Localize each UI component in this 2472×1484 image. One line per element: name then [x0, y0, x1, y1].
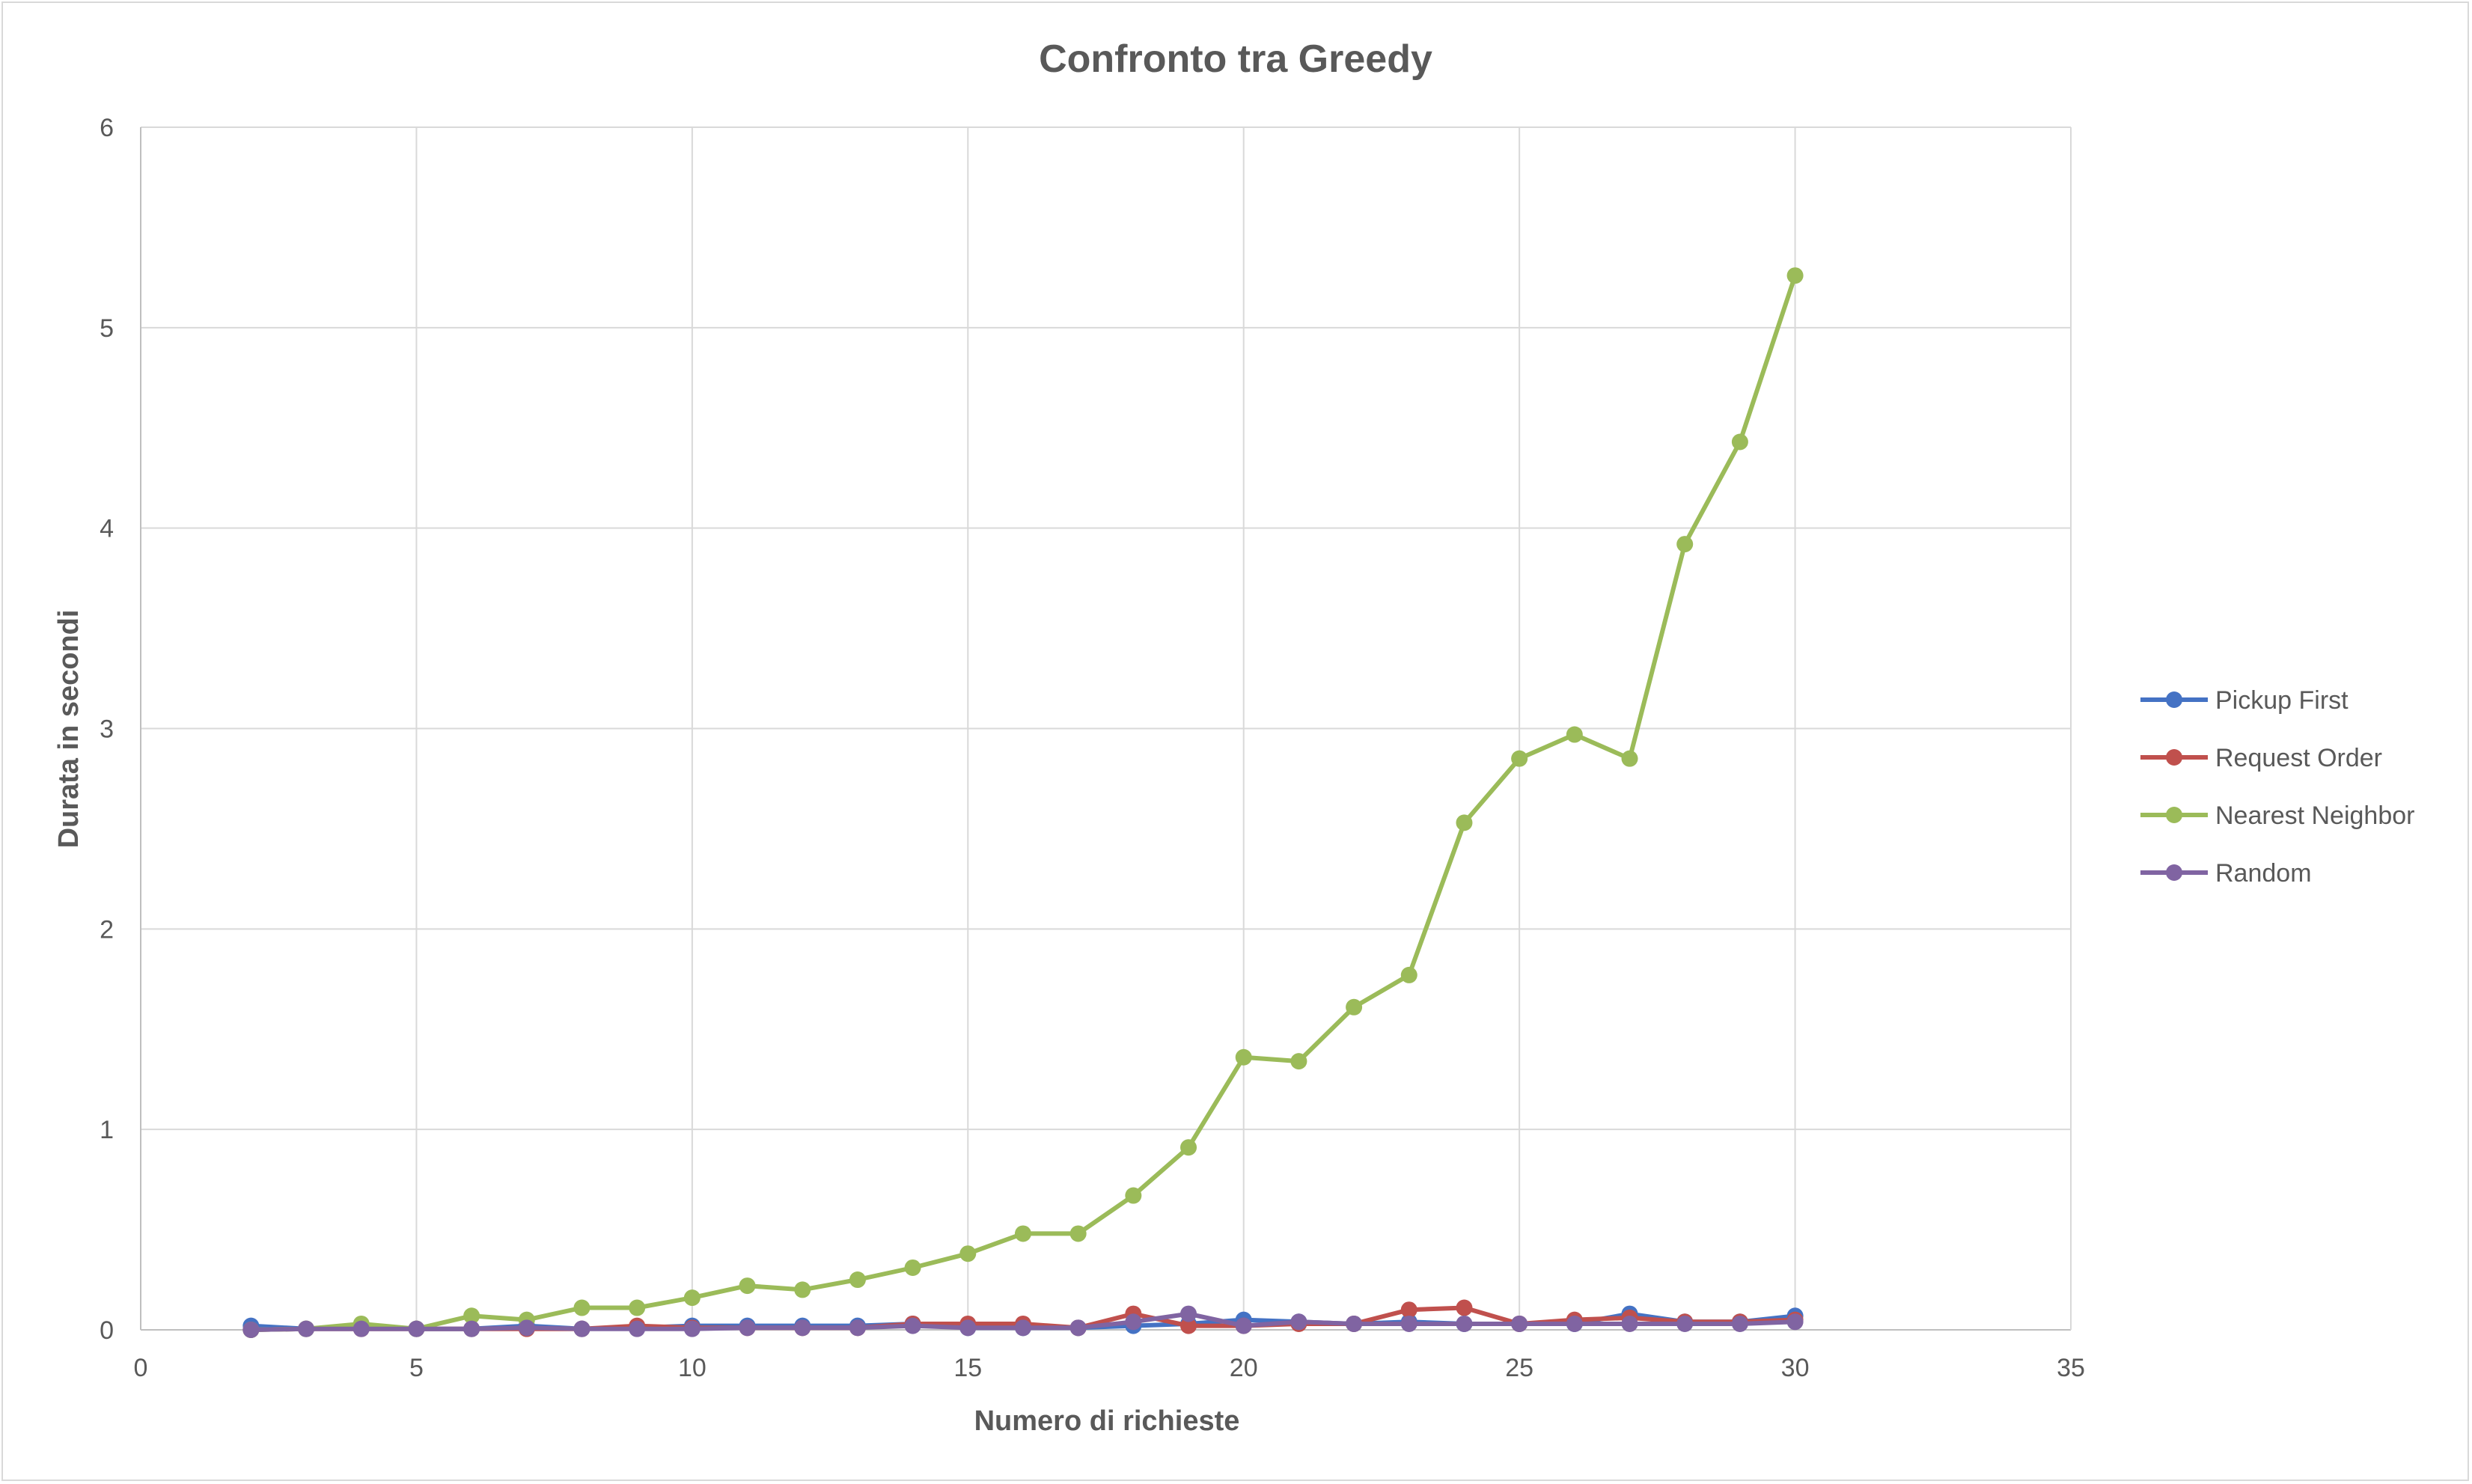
x-tick-label: 25 [1505, 1354, 1533, 1382]
legend-marker-request-order [2166, 749, 2182, 766]
data-point-nearest-neighbor [794, 1281, 811, 1298]
x-tick-label: 20 [1230, 1354, 1258, 1382]
legend-marker-nearest-neighbor [2166, 807, 2182, 823]
data-series [242, 267, 1804, 1338]
legend-marker-random [2166, 864, 2182, 881]
data-point-random [1235, 1317, 1252, 1334]
x-tick-label: 0 [134, 1354, 148, 1382]
data-point-nearest-neighbor [463, 1307, 480, 1325]
data-point-nearest-neighbor [1511, 750, 1528, 767]
legend-marker-pickup-first [2166, 691, 2182, 708]
data-point-nearest-neighbor [1346, 998, 1363, 1016]
data-point-random [1125, 1313, 1142, 1331]
y-tick-label: 0 [100, 1316, 114, 1345]
data-point-nearest-neighbor [1069, 1225, 1087, 1242]
data-point-nearest-neighbor [1290, 1053, 1307, 1070]
legend: Pickup First Request Order Nearest Neighbo… [2140, 686, 2414, 888]
legend-label-nearest-neighbor: Nearest Neighbor [2215, 801, 2414, 830]
data-point-request-order [1400, 1301, 1417, 1319]
x-axis-title: Numero di richieste [974, 1405, 1240, 1437]
data-point-random [463, 1320, 480, 1337]
data-point-random [518, 1319, 535, 1337]
chart-title: Confronto tra Greedy [1039, 37, 1432, 81]
y-tick-label: 2 [100, 915, 114, 944]
data-point-nearest-neighbor [1400, 966, 1417, 983]
series-line-nearest-neighbor [248, 273, 1798, 1332]
data-point-nearest-neighbor [1676, 536, 1694, 553]
data-point-random [629, 1320, 646, 1337]
data-point-random [1400, 1315, 1417, 1332]
legend-label-random: Random [2215, 859, 2312, 888]
y-axis-tick-labels: 0 1 2 3 4 5 6 [100, 114, 114, 1345]
data-point-random [1621, 1315, 1638, 1332]
data-point-nearest-neighbor [904, 1259, 921, 1276]
data-point-nearest-neighbor [1235, 1048, 1252, 1066]
data-point-nearest-neighbor [683, 1289, 701, 1307]
x-tick-label: 35 [2057, 1354, 2085, 1382]
data-point-nearest-neighbor [739, 1277, 756, 1295]
data-point-nearest-neighbor [1621, 750, 1638, 767]
legend-label-pickup-first: Pickup First [2215, 686, 2349, 715]
data-point-random [739, 1319, 756, 1337]
x-axis-tick-labels: 0 5 10 15 20 25 30 35 [134, 1354, 2085, 1382]
data-point-nearest-neighbor [1180, 1139, 1197, 1156]
legend-label-request-order: Request Order [2215, 744, 2382, 772]
data-point-nearest-neighbor [1014, 1225, 1031, 1242]
legend-entry-request-order: Request Order [2140, 744, 2382, 772]
data-point-nearest-neighbor [1786, 267, 1804, 284]
legend-entry-random: Random [2140, 859, 2312, 888]
series-nearest-neighbor [242, 267, 1804, 1338]
data-point-random [1566, 1315, 1583, 1332]
data-point-random [1676, 1315, 1694, 1332]
data-point-random [1290, 1313, 1307, 1331]
data-point-random [959, 1319, 977, 1337]
data-point-random [1346, 1315, 1363, 1332]
data-point-random [1180, 1305, 1197, 1322]
y-tick-label: 4 [100, 515, 114, 543]
data-point-random [1014, 1319, 1031, 1337]
y-tick-label: 3 [100, 715, 114, 744]
data-point-random [1511, 1315, 1528, 1332]
data-point-nearest-neighbor [1125, 1187, 1142, 1204]
legend-entry-pickup-first: Pickup First [2140, 686, 2349, 715]
data-point-random [683, 1320, 701, 1337]
x-tick-label: 15 [953, 1354, 982, 1382]
x-tick-label: 5 [409, 1354, 424, 1382]
data-point-nearest-neighbor [1566, 726, 1583, 743]
data-point-request-order [1180, 1317, 1197, 1334]
y-tick-label: 1 [100, 1116, 114, 1144]
y-tick-label: 5 [100, 314, 114, 343]
data-point-random [298, 1320, 315, 1337]
data-point-nearest-neighbor [1731, 433, 1748, 451]
x-tick-label: 10 [678, 1354, 706, 1382]
data-point-nearest-neighbor [959, 1245, 977, 1262]
data-point-nearest-neighbor [849, 1271, 866, 1289]
x-tick-label: 30 [1781, 1354, 1810, 1382]
data-point-random [1731, 1315, 1748, 1332]
data-point-random [1786, 1313, 1804, 1331]
data-point-random [1456, 1315, 1473, 1332]
data-point-random [573, 1320, 590, 1337]
data-point-random [849, 1319, 866, 1337]
data-point-request-order [1456, 1299, 1473, 1316]
data-point-random [904, 1317, 921, 1334]
data-point-nearest-neighbor [1456, 814, 1473, 831]
data-point-random [242, 1322, 260, 1338]
y-axis-title: Durata in secondi [53, 610, 85, 849]
y-tick-label: 6 [100, 114, 114, 142]
gridlines [140, 126, 2072, 1331]
legend-entry-nearest-neighbor: Nearest Neighbor [2140, 801, 2414, 830]
data-point-random [353, 1320, 370, 1337]
data-point-random [408, 1320, 425, 1337]
series-random [242, 1305, 1804, 1338]
data-point-random [794, 1319, 811, 1337]
data-point-random [1069, 1319, 1087, 1337]
data-point-nearest-neighbor [573, 1299, 590, 1316]
data-point-nearest-neighbor [629, 1299, 646, 1316]
